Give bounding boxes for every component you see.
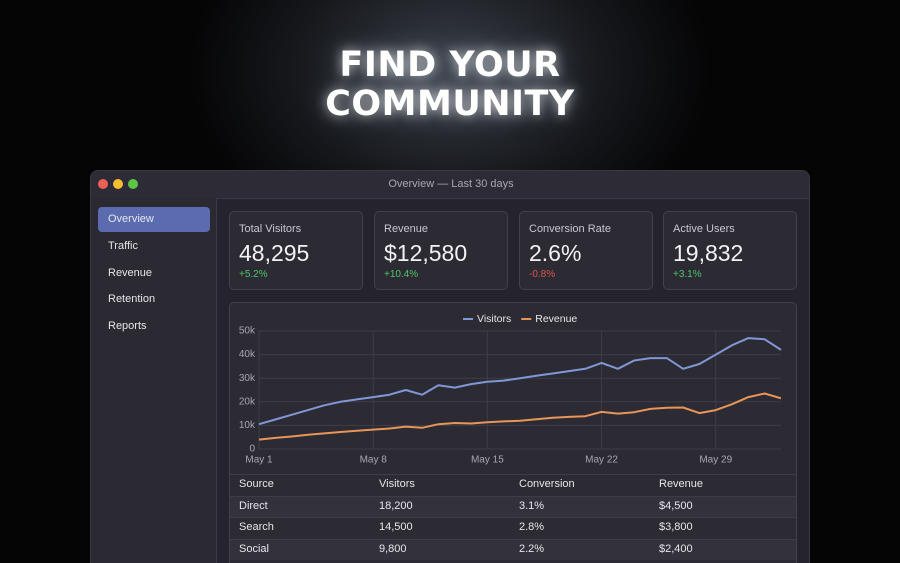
nav-item[interactable]: Revenue xyxy=(108,266,153,279)
kpi-change: +10.4% xyxy=(384,269,419,280)
table-cell: 2.2% xyxy=(519,542,545,555)
x-tick-label: May 15 xyxy=(471,455,504,466)
column-header: Conversion xyxy=(519,478,575,490)
table-cell: Social xyxy=(239,542,269,555)
table-cell: 2.8% xyxy=(519,521,545,533)
y-tick-label: 40k xyxy=(239,349,256,360)
minimize-button[interactable] xyxy=(113,179,123,189)
kpi-label: Active Users xyxy=(673,223,735,235)
x-tick-label: May 8 xyxy=(360,455,388,466)
table-cell: Search xyxy=(239,521,274,533)
nav-item[interactable]: Reports xyxy=(108,320,147,333)
kpi-value: 48,295 xyxy=(239,240,310,266)
kpi-change: +5.2% xyxy=(239,269,268,280)
x-tick-label: May 22 xyxy=(585,455,618,466)
table-row: Search 14,500 2.8% $3,800 xyxy=(230,517,796,539)
hero-line: COMMUNITY xyxy=(325,84,575,124)
table-cell: $2,400 xyxy=(659,542,693,555)
y-tick-label: 0 xyxy=(249,444,255,455)
table-cell: 9,800 xyxy=(379,542,407,555)
series-line xyxy=(258,392,782,441)
kpi-change: -0.8% xyxy=(529,269,556,280)
series-line xyxy=(258,337,782,426)
close-button[interactable] xyxy=(98,179,108,189)
x-tick-label: May 1 xyxy=(245,455,273,466)
nav-item[interactable]: Overview xyxy=(98,207,210,232)
y-tick-label: 10k xyxy=(239,420,256,431)
table-header: Source Visitors Conversion Revenue xyxy=(230,474,796,496)
table-row: Direct 18,200 3.1% $4,500 xyxy=(230,495,796,517)
zoom-button[interactable] xyxy=(128,179,138,189)
kpi-card: Active Users 19,832 +3.1% xyxy=(663,211,797,290)
legend-label: Visitors xyxy=(477,313,511,325)
kpi-label: Total Visitors xyxy=(239,223,302,235)
kpi-card: Total Visitors 48,295 +5.2% xyxy=(229,211,363,290)
kpi-label: Revenue xyxy=(384,223,429,235)
table-cell: 18,200 xyxy=(379,499,413,512)
nav-item[interactable]: Retention xyxy=(108,293,156,306)
y-tick-label: 30k xyxy=(239,373,256,384)
column-header: Source xyxy=(239,478,274,490)
kpi-value: 19,832 xyxy=(673,240,744,266)
window-title: Overview — Last 30 days xyxy=(388,178,514,190)
kpi-card: Conversion Rate 2.6% -0.8% xyxy=(519,211,653,290)
column-header: Revenue xyxy=(659,478,704,490)
x-tick-label: May 29 xyxy=(699,455,732,466)
chart: 0 10k 20k 30k 40k 50k May 1 May 8 May 15 May 22 Ma… xyxy=(239,313,782,466)
kpi-change: +3.1% xyxy=(673,269,702,280)
table-row: Social 9,800 2.2% $2,400 xyxy=(230,538,796,560)
table-cell: Direct xyxy=(239,499,268,512)
kpi-value: 2.6% xyxy=(529,240,582,266)
legend-label: Revenue xyxy=(535,313,577,325)
kpi-card: Revenue $12,580 +10.4% xyxy=(374,211,508,290)
table-cell: 3.1% xyxy=(519,499,545,512)
hero-line: FIND YOUR xyxy=(339,45,561,85)
y-tick-label: 20k xyxy=(239,396,256,407)
sidebar: Overview Traffic Revenue Retention Reports xyxy=(91,198,217,563)
nav-item[interactable]: Traffic xyxy=(108,239,138,252)
y-tick-label: 50k xyxy=(239,326,256,337)
table-cell: $4,500 xyxy=(659,499,693,512)
table-cell: $3,800 xyxy=(659,521,693,533)
column-header: Visitors xyxy=(379,478,415,490)
table-cell: 14,500 xyxy=(379,521,413,533)
kpi-label: Conversion Rate xyxy=(529,223,611,235)
kpi-value: $12,580 xyxy=(384,240,468,266)
table: Source Visitors Conversion Revenue Direct 18,… xyxy=(230,474,796,563)
title-bar: Overview — Last 30 days xyxy=(91,171,809,199)
chart-panel: 0 10k 20k 30k 40k 50k May 1 May 8 May 15 May 22 Ma… xyxy=(229,302,797,563)
